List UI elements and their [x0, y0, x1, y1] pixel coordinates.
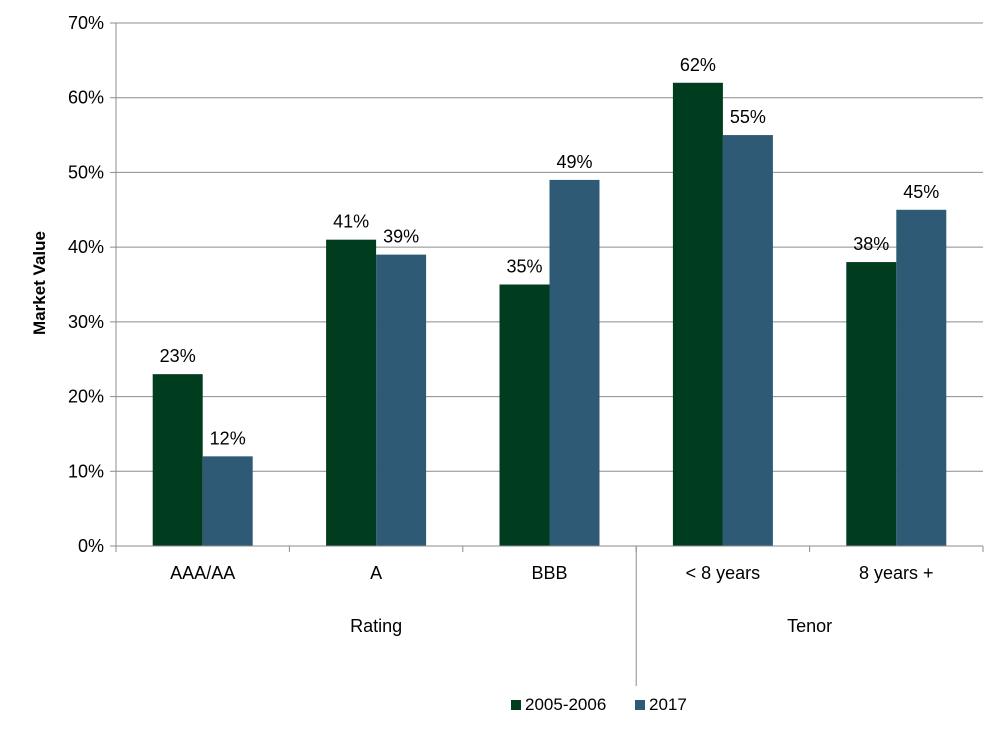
group-label: Rating [350, 616, 402, 636]
legend: 2005-2006 2017 [511, 695, 687, 714]
data-label: 12% [210, 428, 246, 448]
legend-label: 2005-2006 [525, 695, 606, 714]
y-axis-ticks: 0% 10% 20% 30% 40% 50% 60% 70% [68, 13, 116, 556]
group-labels: Rating Tenor [350, 546, 832, 686]
bar-2005-2006-4 [846, 262, 897, 546]
data-label: 49% [556, 152, 592, 172]
bars [152, 82, 947, 547]
data-labels: 23% 41% 35% 62% 38% 12% 39% 49% 55% 45% [160, 55, 940, 449]
bar-2005-2006-3 [672, 82, 723, 547]
y-tick-label: 70% [68, 13, 104, 33]
x-category-label: AAA/AA [170, 563, 235, 583]
data-label: 55% [730, 107, 766, 127]
data-label: 35% [506, 257, 542, 277]
bar-2017-4 [896, 209, 947, 547]
x-category-label: < 8 years [686, 563, 761, 583]
bar-2005-2006-2 [499, 284, 550, 546]
y-tick-label: 0% [78, 536, 104, 556]
data-label: 45% [903, 182, 939, 202]
y-tick-label: 20% [68, 387, 104, 407]
data-label: 41% [333, 212, 369, 232]
bar-2017-3 [722, 135, 773, 547]
data-label: 62% [680, 55, 716, 75]
data-label: 38% [853, 234, 889, 254]
group-label: Tenor [787, 616, 832, 636]
x-category-label: BBB [531, 563, 567, 583]
bar-2005-2006-1 [326, 239, 377, 546]
y-tick-label: 30% [68, 312, 104, 332]
category-labels: AAA/AA A BBB < 8 years 8 years + [170, 563, 933, 583]
y-tick-label: 40% [68, 237, 104, 257]
y-tick-label: 50% [68, 162, 104, 182]
x-category-label: 8 years + [859, 563, 934, 583]
legend-swatch [635, 700, 645, 710]
x-category-label: A [370, 563, 382, 583]
legend-label: 2017 [649, 695, 687, 714]
y-tick-label: 10% [68, 461, 104, 481]
bar-2017-1 [376, 254, 427, 546]
bar-2017-0 [202, 456, 253, 546]
data-label: 23% [160, 346, 196, 366]
legend-swatch [511, 700, 521, 710]
data-label: 39% [383, 227, 419, 247]
y-axis-title: Market Value [30, 231, 49, 335]
bar-2017-2 [549, 179, 600, 546]
bar-2005-2006-0 [152, 374, 203, 546]
y-tick-label: 60% [68, 88, 104, 108]
